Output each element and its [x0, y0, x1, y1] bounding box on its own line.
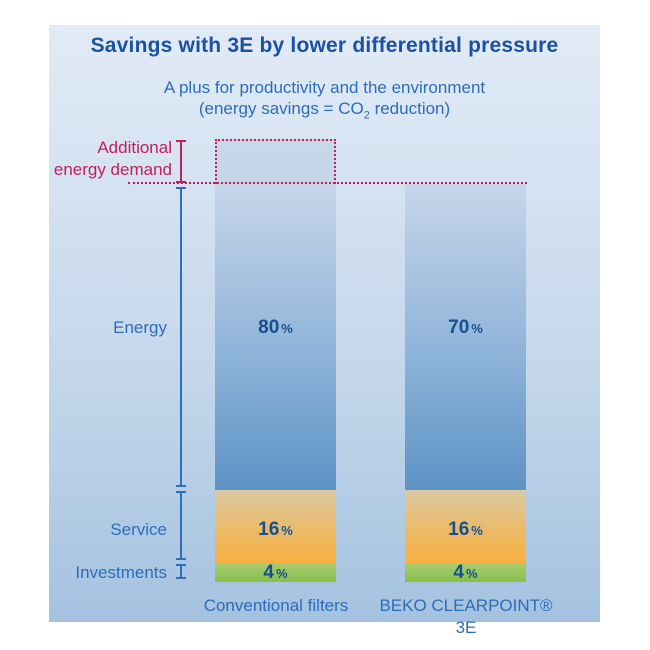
value-energy-beko: 70% — [448, 317, 483, 338]
axis-label-investments: Investments — [75, 563, 167, 582]
bar-segment-service-beko — [405, 490, 526, 563]
service-axis-bracket — [176, 491, 186, 560]
chart-subtitle-line2: (energy savings = CO2 reduction) — [198, 99, 451, 122]
bar-segment-energy-conventional — [215, 184, 336, 490]
axis-label-energy: Energy — [113, 318, 167, 337]
chart-title: Savings with 3E by lower differential pr… — [90, 34, 559, 57]
bar-segment-energy-beko — [405, 184, 526, 490]
axis-label-service: Service — [110, 520, 167, 539]
category-label-conventional-filters: Conventional filters — [203, 596, 349, 615]
investments-axis-bracket — [176, 564, 186, 579]
additional-demand-bracket — [176, 140, 186, 183]
value-investments-conventional: 4% — [263, 562, 288, 583]
additional-energy-demand-label: Additional energy demand — [53, 138, 172, 179]
chart-panel: Savings with 3E by lower differential pr… — [49, 25, 600, 637]
bar-conventional-filters — [215, 184, 336, 582]
bar-beko-clearpoint-3e — [405, 184, 526, 582]
bar-segment-investments-conventional — [215, 563, 336, 582]
energy-axis-bracket — [176, 187, 186, 487]
value-service-beko: 16% — [448, 519, 483, 540]
value-energy-conventional: 80% — [258, 317, 293, 338]
co2-subscript: 2 — [363, 109, 370, 122]
value-service-conventional: 16% — [258, 519, 293, 540]
chart-subtitle-line1: A plus for productivity and the environm… — [163, 78, 486, 97]
additional-demand-dotted-outline — [215, 139, 336, 184]
additional-demand-dotted-line — [128, 182, 527, 184]
bar-segment-investments-beko — [405, 563, 526, 582]
value-investments-beko: 4% — [453, 562, 478, 583]
bar-segment-service-conventional — [215, 490, 336, 563]
category-label-beko-clearpoint-3e: BEKO CLEARPOINT® 3E — [379, 596, 553, 637]
